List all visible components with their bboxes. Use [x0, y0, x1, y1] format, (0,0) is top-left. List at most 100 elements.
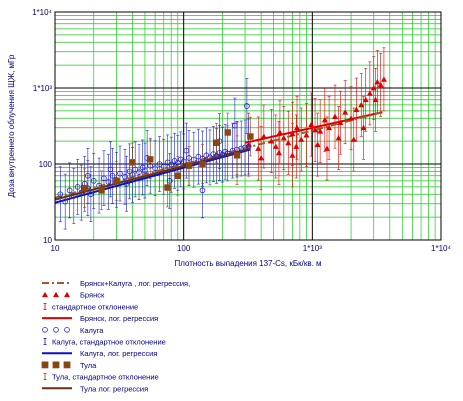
- triangle-marker: [289, 152, 296, 158]
- triangle-marker: [370, 85, 377, 91]
- circle-marker: [136, 169, 142, 176]
- circle-marker: [74, 184, 81, 190]
- triangle-marker: [321, 116, 328, 123]
- square-marker: [233, 152, 241, 159]
- legend-label: Тула: [80, 361, 97, 370]
- circle-marker: [168, 161, 174, 168]
- circle-marker: [109, 172, 116, 179]
- x-tick-label: 1*10⁴: [431, 244, 451, 253]
- legend-label: Тула, стандартное отклонение: [52, 373, 159, 382]
- triangle-marker: [360, 124, 367, 131]
- triangle-marker: [374, 78, 381, 85]
- plot-frame: [54, 11, 442, 241]
- circle-marker: [207, 154, 213, 161]
- triangle-marker: [42, 291, 48, 298]
- legend-label: Брянск, лог. регрессия: [80, 314, 158, 323]
- triangle-marker: [285, 139, 292, 146]
- circle-marker: [242, 144, 248, 151]
- square-marker: [199, 160, 206, 168]
- triangle-marker: [331, 113, 338, 120]
- circle-marker: [180, 158, 187, 165]
- triangle-marker: [362, 96, 369, 103]
- square-marker: [224, 129, 231, 136]
- circle-marker: [107, 166, 114, 173]
- circle-marker: [147, 162, 154, 169]
- circle-marker: [85, 172, 91, 179]
- circle-marker: [152, 165, 158, 172]
- triangle-marker: [323, 145, 330, 151]
- x-tick-label: 10: [51, 244, 60, 253]
- circle-marker: [244, 103, 250, 109]
- triangle-marker: [335, 134, 342, 141]
- circle-marker: [57, 191, 64, 198]
- regression-line: [244, 111, 383, 144]
- circle-marker: [183, 147, 190, 154]
- square-marker: [52, 361, 60, 369]
- triangle-marker: [314, 141, 321, 147]
- triangle-marker: [377, 81, 384, 88]
- triangle-marker: [293, 124, 300, 131]
- legend-label: Калуга, лог. регрессия: [80, 349, 157, 358]
- square-marker: [129, 159, 136, 166]
- data-points: [57, 76, 387, 205]
- circle-marker: [64, 326, 70, 333]
- triangle-marker: [303, 132, 310, 138]
- circle-marker: [66, 187, 73, 194]
- triangle-marker: [353, 106, 360, 112]
- x-tick-label: 100: [177, 244, 191, 253]
- regression-line: [54, 148, 251, 204]
- circle-marker: [199, 187, 206, 194]
- legend: Брянск+Калуга , лог. регрессия, Брянск ста…: [41, 279, 190, 393]
- y-tick-label: 100: [39, 160, 53, 169]
- circle-marker: [232, 122, 238, 129]
- circle-marker: [122, 173, 128, 180]
- x-tick-labels: 10 100 1*10³ 1*10⁴: [51, 244, 452, 253]
- circle-marker: [142, 167, 148, 174]
- circle-marker: [71, 193, 77, 199]
- circle-marker: [123, 180, 130, 187]
- triangle-marker: [308, 121, 315, 127]
- circle-marker: [210, 151, 217, 157]
- legend-label: стандартное отклонение: [52, 302, 138, 311]
- circle-marker: [101, 175, 107, 182]
- circle-marker: [213, 153, 220, 159]
- triangle-marker: [53, 291, 59, 298]
- square-marker: [185, 162, 193, 169]
- triangle-marker: [366, 90, 373, 96]
- circle-marker: [216, 150, 223, 156]
- triangle-marker: [350, 136, 357, 142]
- legend-label: Брянск: [80, 291, 105, 300]
- triangle-marker: [342, 109, 349, 115]
- triangle-marker: [289, 130, 296, 137]
- triangle-marker: [380, 76, 387, 82]
- circle-marker: [234, 146, 240, 153]
- circle-marker: [88, 191, 94, 198]
- circle-marker: [186, 155, 192, 161]
- circle-marker: [62, 198, 68, 205]
- circle-marker: [174, 159, 181, 166]
- triangle-marker: [276, 129, 283, 135]
- triangle-marker: [280, 134, 287, 141]
- square-marker: [63, 361, 71, 369]
- circle-marker: [117, 170, 123, 177]
- circle-marker: [90, 178, 97, 184]
- circle-marker: [53, 326, 59, 333]
- x-tick-label: 1*10³: [303, 244, 322, 253]
- circle-marker: [126, 168, 133, 175]
- triangle-marker: [337, 119, 344, 126]
- triangle-marker: [272, 143, 279, 149]
- triangle-marker: [64, 291, 70, 298]
- circle-marker: [129, 172, 136, 178]
- legend-label: Калуга, стандартное отклонение: [52, 338, 166, 347]
- circle-marker: [105, 179, 112, 185]
- triangle-marker: [298, 136, 305, 142]
- triangle-marker: [293, 143, 300, 149]
- triangle-marker: [317, 128, 324, 134]
- y-axis-label: Доза внутреннего облучения ЩЖ, мГр: [7, 54, 16, 197]
- circle-marker: [191, 156, 197, 163]
- square-marker: [247, 133, 254, 140]
- circle-marker: [160, 163, 167, 170]
- legend-label: Брянск+Калуга , лог. регрессия,: [80, 279, 190, 288]
- circle-marker: [156, 161, 163, 167]
- circle-marker: [132, 166, 138, 173]
